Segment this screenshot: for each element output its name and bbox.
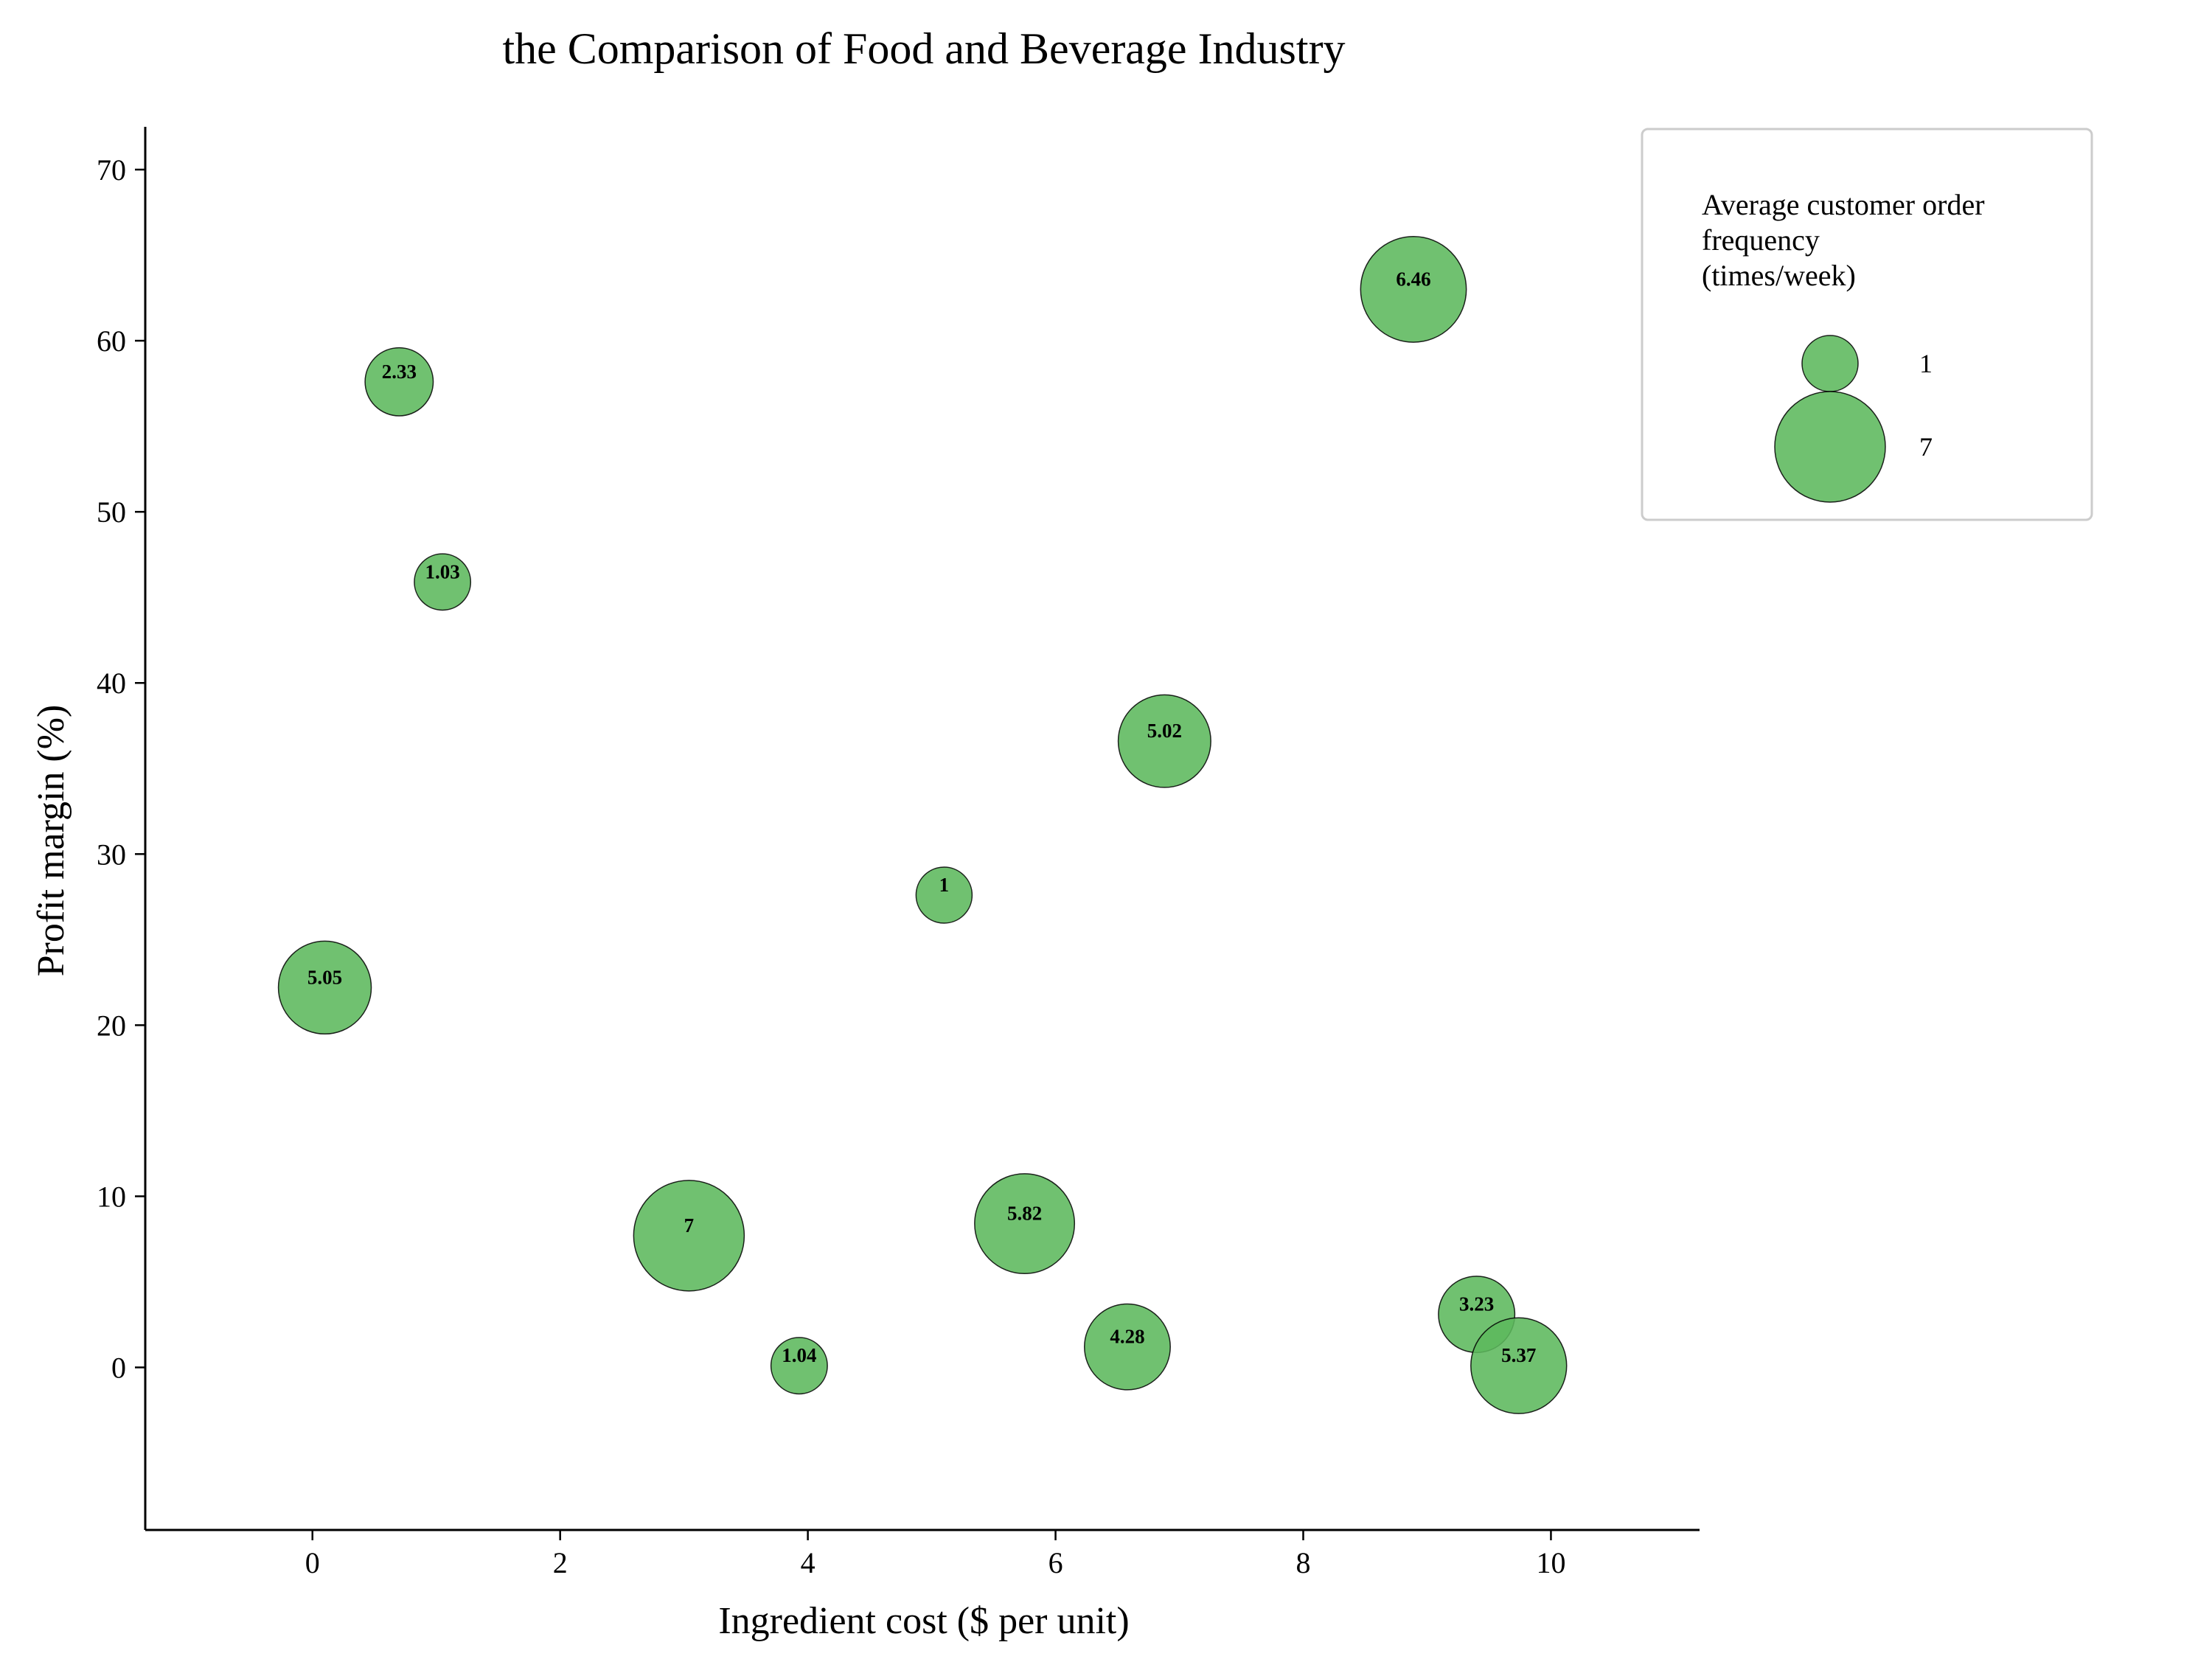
- bubble: [1470, 1317, 1568, 1414]
- bubble-label: 7: [684, 1214, 695, 1237]
- x-axis-title: Ingredient cost ($ per unit): [718, 1600, 1129, 1642]
- legend-label: 7: [1919, 432, 1933, 462]
- bubble: [915, 866, 973, 924]
- axes: [144, 127, 1700, 1531]
- x-tick-label: 4: [801, 1546, 815, 1579]
- y-tick-label: 40: [97, 667, 126, 700]
- bubble: [1117, 694, 1211, 788]
- x-tick-label: 6: [1048, 1546, 1063, 1579]
- y-tick-label: 60: [97, 324, 126, 358]
- bubble: [414, 553, 472, 611]
- x-tick-label: 8: [1296, 1546, 1311, 1579]
- bubble: [1360, 236, 1467, 343]
- y-axis-ticks: 0 10 20 30 40 50 60 70: [97, 153, 145, 1385]
- x-tick-label: 0: [305, 1546, 320, 1579]
- legend-title-line-3: (times/week): [1702, 259, 1856, 292]
- bubble: [974, 1173, 1076, 1275]
- bubble-label: 5.82: [1007, 1203, 1042, 1225]
- bubble-label: 6.46: [1396, 268, 1430, 290]
- x-tick-label: 2: [553, 1546, 568, 1579]
- bubble-label: 1.04: [782, 1344, 816, 1366]
- bubble-label: 3.23: [1459, 1293, 1494, 1315]
- y-tick-label: 20: [97, 1009, 126, 1042]
- legend-bubble: [1801, 335, 1859, 392]
- bubble: [364, 347, 434, 417]
- legend-label: 1: [1919, 349, 1933, 378]
- y-tick-label: 70: [97, 153, 126, 187]
- bubble-label: 2.33: [382, 361, 417, 383]
- bubble-label: 1.03: [425, 560, 459, 582]
- bubble-label: 5.02: [1147, 720, 1182, 742]
- bubble-label: 1: [939, 874, 950, 896]
- chart-title: the Comparison of Food and Beverage Indu…: [502, 24, 1345, 73]
- legend-title-line-2: frequency: [1702, 223, 1820, 257]
- bubble-label: 5.05: [307, 966, 342, 988]
- legend-title-line-1: Average customer order: [1702, 188, 1985, 221]
- bubble-label: 5.37: [1501, 1344, 1536, 1366]
- bubble: [277, 940, 372, 1035]
- y-tick-label: 30: [97, 838, 126, 871]
- y-tick-label: 0: [111, 1352, 126, 1385]
- bubble: [770, 1337, 828, 1395]
- bubbles-layer: 2.33 1.03 5.05 7 1.04 1 5.82 4.28 5.02 6.46 3.23 5.…: [277, 236, 1568, 1414]
- bubble: [1084, 1303, 1171, 1391]
- x-axis-ticks: 0 2 4 6 8 10: [305, 1530, 1565, 1579]
- bubble: [633, 1180, 745, 1292]
- legend-frame: [1641, 128, 2093, 521]
- legend-bubble: [1774, 391, 1886, 503]
- bubble-label: 4.28: [1110, 1326, 1144, 1348]
- y-tick-label: 10: [97, 1180, 126, 1213]
- legend-entries: 17: [1774, 335, 1933, 503]
- x-tick-label: 10: [1536, 1546, 1565, 1579]
- y-tick-label: 50: [97, 495, 126, 529]
- y-axis-title: Profit margin (%): [30, 705, 72, 977]
- size-legend: Average customer order frequency (times/…: [1641, 128, 2093, 521]
